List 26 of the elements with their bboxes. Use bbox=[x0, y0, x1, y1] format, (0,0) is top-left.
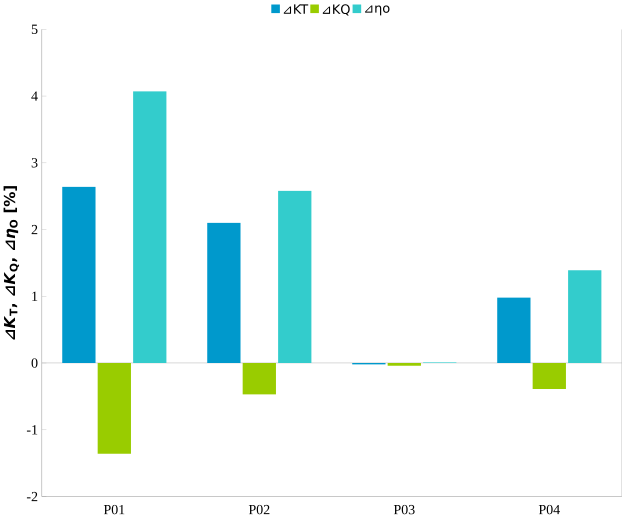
bar bbox=[388, 363, 421, 366]
bar bbox=[532, 363, 566, 390]
y-tick-label: 1 bbox=[32, 292, 38, 301]
y-tick-label: 5 bbox=[32, 24, 38, 34]
bar bbox=[568, 270, 602, 364]
legend-label: ⊿ηo bbox=[365, 5, 390, 16]
x-tick-label: P04 bbox=[538, 504, 560, 514]
y-tick-label: -1 bbox=[26, 425, 38, 434]
y-tick-label: 0 bbox=[32, 358, 38, 368]
bar bbox=[497, 298, 531, 364]
legend-label: ⊿KQ bbox=[322, 4, 350, 16]
x-tick-label: P02 bbox=[248, 504, 270, 514]
bar bbox=[278, 190, 312, 364]
y-tick-label: -2 bbox=[26, 492, 38, 502]
x-tick-label: P03 bbox=[394, 504, 415, 514]
legend-label: ⊿KT bbox=[284, 4, 308, 14]
text: ⊿K$_{T}$, ⊿K$_{Q}$, ⊿η$_{O}$ [%] bbox=[4, 186, 20, 340]
bar bbox=[133, 91, 166, 364]
y-tick-label: 2 bbox=[32, 224, 38, 234]
bar bbox=[62, 186, 96, 364]
bar bbox=[242, 363, 276, 394]
y-tick-label: 4 bbox=[31, 92, 38, 101]
bar bbox=[98, 363, 131, 454]
y-tick-label: 3 bbox=[32, 158, 38, 168]
x-tick-label: P01 bbox=[104, 504, 124, 514]
bar bbox=[207, 222, 241, 364]
